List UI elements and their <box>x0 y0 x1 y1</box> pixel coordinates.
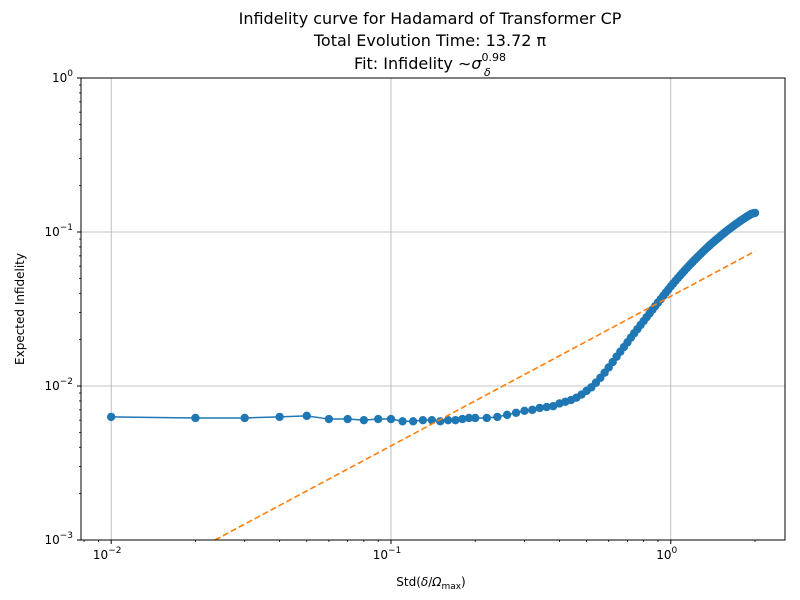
fit-label-sigma: σ <box>471 54 482 73</box>
data-point <box>398 417 407 426</box>
chart-title: Infidelity curve for Hadamard of Transfo… <box>239 9 622 79</box>
gridlines <box>81 77 785 541</box>
chart-title-line-2: Total Evolution Time: 13.72 π <box>313 31 547 50</box>
x-tick-label: 10−1 <box>373 546 402 562</box>
data-point <box>373 414 383 424</box>
fit-label-prefix: Fit: Infidelity <box>354 54 458 73</box>
data-point <box>386 414 396 424</box>
y-tick-label: 10−2 <box>44 377 73 393</box>
data-point <box>275 412 284 422</box>
data-point <box>542 402 551 412</box>
y-axis-label: Expected Infidelity <box>13 253 27 365</box>
axis-ticks: 10−2 10−1 100 10−3 10−2 10−1 100 <box>44 69 756 562</box>
fit-label-subscript: δ <box>484 66 491 79</box>
data-point <box>240 413 249 423</box>
measured-line <box>111 212 756 423</box>
plot-frame <box>80 77 786 541</box>
data-point <box>493 412 502 422</box>
chart-title-fit-line: Fit: Infidelity ∼σ0.98 δ <box>354 51 506 79</box>
data-point <box>502 410 512 420</box>
data-point <box>482 413 491 423</box>
data-point <box>464 413 474 423</box>
data-point <box>750 208 760 218</box>
data-point <box>443 415 453 425</box>
x-tick-label: 100 <box>656 546 677 562</box>
fit-label-exponent: 0.98 <box>481 51 506 64</box>
data-point <box>471 413 480 423</box>
plot-series <box>106 208 760 541</box>
data-point <box>106 412 116 422</box>
data-point <box>528 405 537 415</box>
data-point <box>511 408 521 417</box>
x-tick-label: 10−2 <box>93 546 122 562</box>
y-tick-label: 10−1 <box>44 223 73 239</box>
data-point <box>535 403 544 413</box>
data-point <box>324 414 334 424</box>
data-point <box>451 415 460 425</box>
data-point <box>458 414 467 424</box>
data-point <box>359 415 369 425</box>
y-tick-label: 10−3 <box>44 531 73 547</box>
data-point <box>408 417 418 426</box>
fit-label-tilde: ∼ <box>458 54 471 73</box>
data-point <box>302 411 311 421</box>
data-point <box>418 415 428 425</box>
chart-title-line-1: Infidelity curve for Hadamard of Transfo… <box>239 9 622 28</box>
y-tick-label: 100 <box>52 69 73 85</box>
x-axis-label: Std(δ/Ωmax) <box>396 575 465 592</box>
data-point <box>191 413 200 423</box>
fit-line <box>214 250 756 541</box>
data-point <box>343 414 352 424</box>
data-point <box>520 406 529 416</box>
